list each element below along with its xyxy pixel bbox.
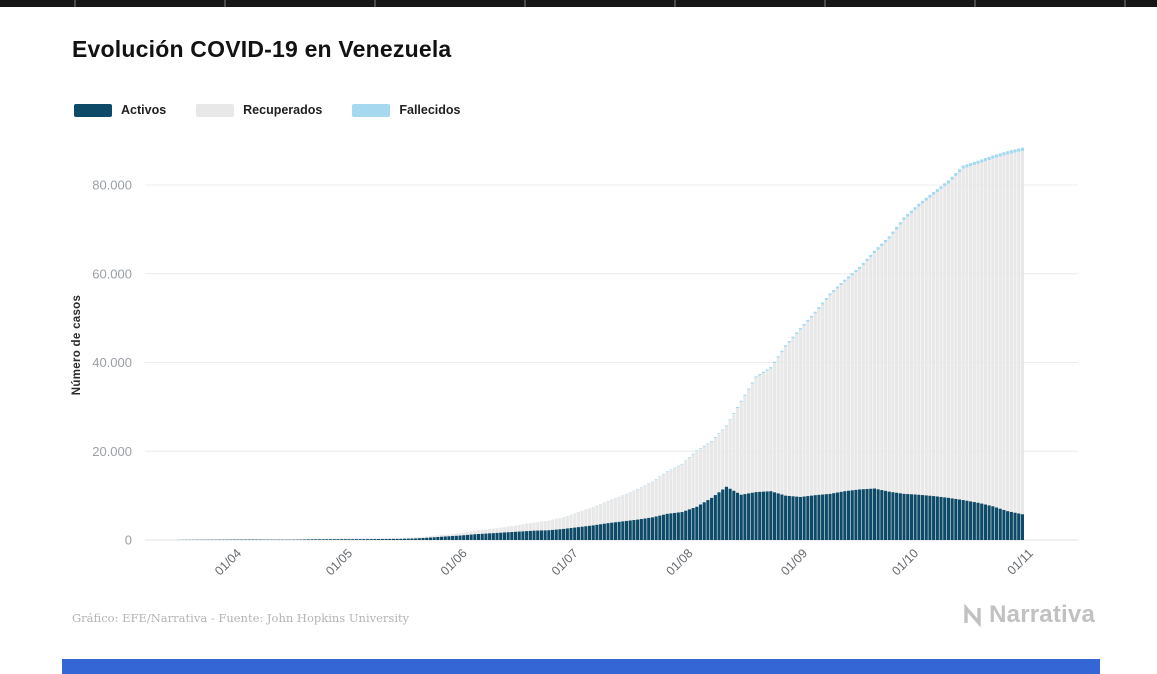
legend-item-fallecidos: Fallecidos: [352, 103, 461, 117]
footer-credit: Gráfico: EFE/Narrativa - Fuente: John Ho…: [72, 611, 410, 625]
svg-text:01/11: 01/11: [1005, 546, 1036, 577]
x-tick-labels: 01/04 01/05 01/06 01/07 01/08 01/09 01/10 01/11: [212, 546, 1036, 578]
legend-item-activos: Activos: [74, 103, 166, 117]
svg-text:01/09: 01/09: [778, 546, 810, 578]
svg-text:01/05: 01/05: [323, 546, 355, 578]
legend-swatch-recuperados: [196, 103, 235, 117]
svg-text:01/08: 01/08: [664, 546, 696, 578]
svg-text:01/04: 01/04: [212, 546, 244, 578]
svg-text:01/06: 01/06: [438, 546, 470, 578]
y-axis-label: Número de casos: [71, 295, 83, 395]
y-tick-labels: 0 20.000 40.000 60.000 80.000: [92, 178, 132, 548]
svg-text:01/07: 01/07: [549, 546, 581, 578]
legend-label-activos: Activos: [121, 103, 167, 117]
narrativa-logo-text: Narrativa: [989, 601, 1095, 628]
svg-text:80.000: 80.000: [92, 178, 132, 193]
svg-text:0: 0: [125, 533, 132, 548]
legend-swatch-fallecidos: [352, 103, 391, 117]
legend-swatch-activos: [74, 103, 112, 117]
narrativa-logo-icon: [964, 603, 981, 627]
svg-text:20.000: 20.000: [92, 444, 132, 459]
legend-label-fallecidos: Fallecidos: [399, 103, 461, 117]
chart-title: Evolución COVID-19 en Venezuela: [72, 36, 452, 62]
top-decor-bar: [0, 0, 1157, 7]
svg-text:01/10: 01/10: [889, 546, 921, 578]
bottom-decor-bar: [62, 659, 1100, 674]
narrativa-logo: Narrativa: [962, 601, 1095, 629]
svg-text:40.000: 40.000: [92, 355, 132, 370]
legend: Activos Recuperados Fallecidos: [74, 103, 461, 117]
legend-label-recuperados: Recuperados: [243, 103, 323, 117]
gridlines: [145, 184, 1078, 541]
legend-item-recuperados: Recuperados: [196, 103, 322, 117]
svg-text:60.000: 60.000: [92, 266, 132, 281]
bars: [177, 147, 1024, 541]
